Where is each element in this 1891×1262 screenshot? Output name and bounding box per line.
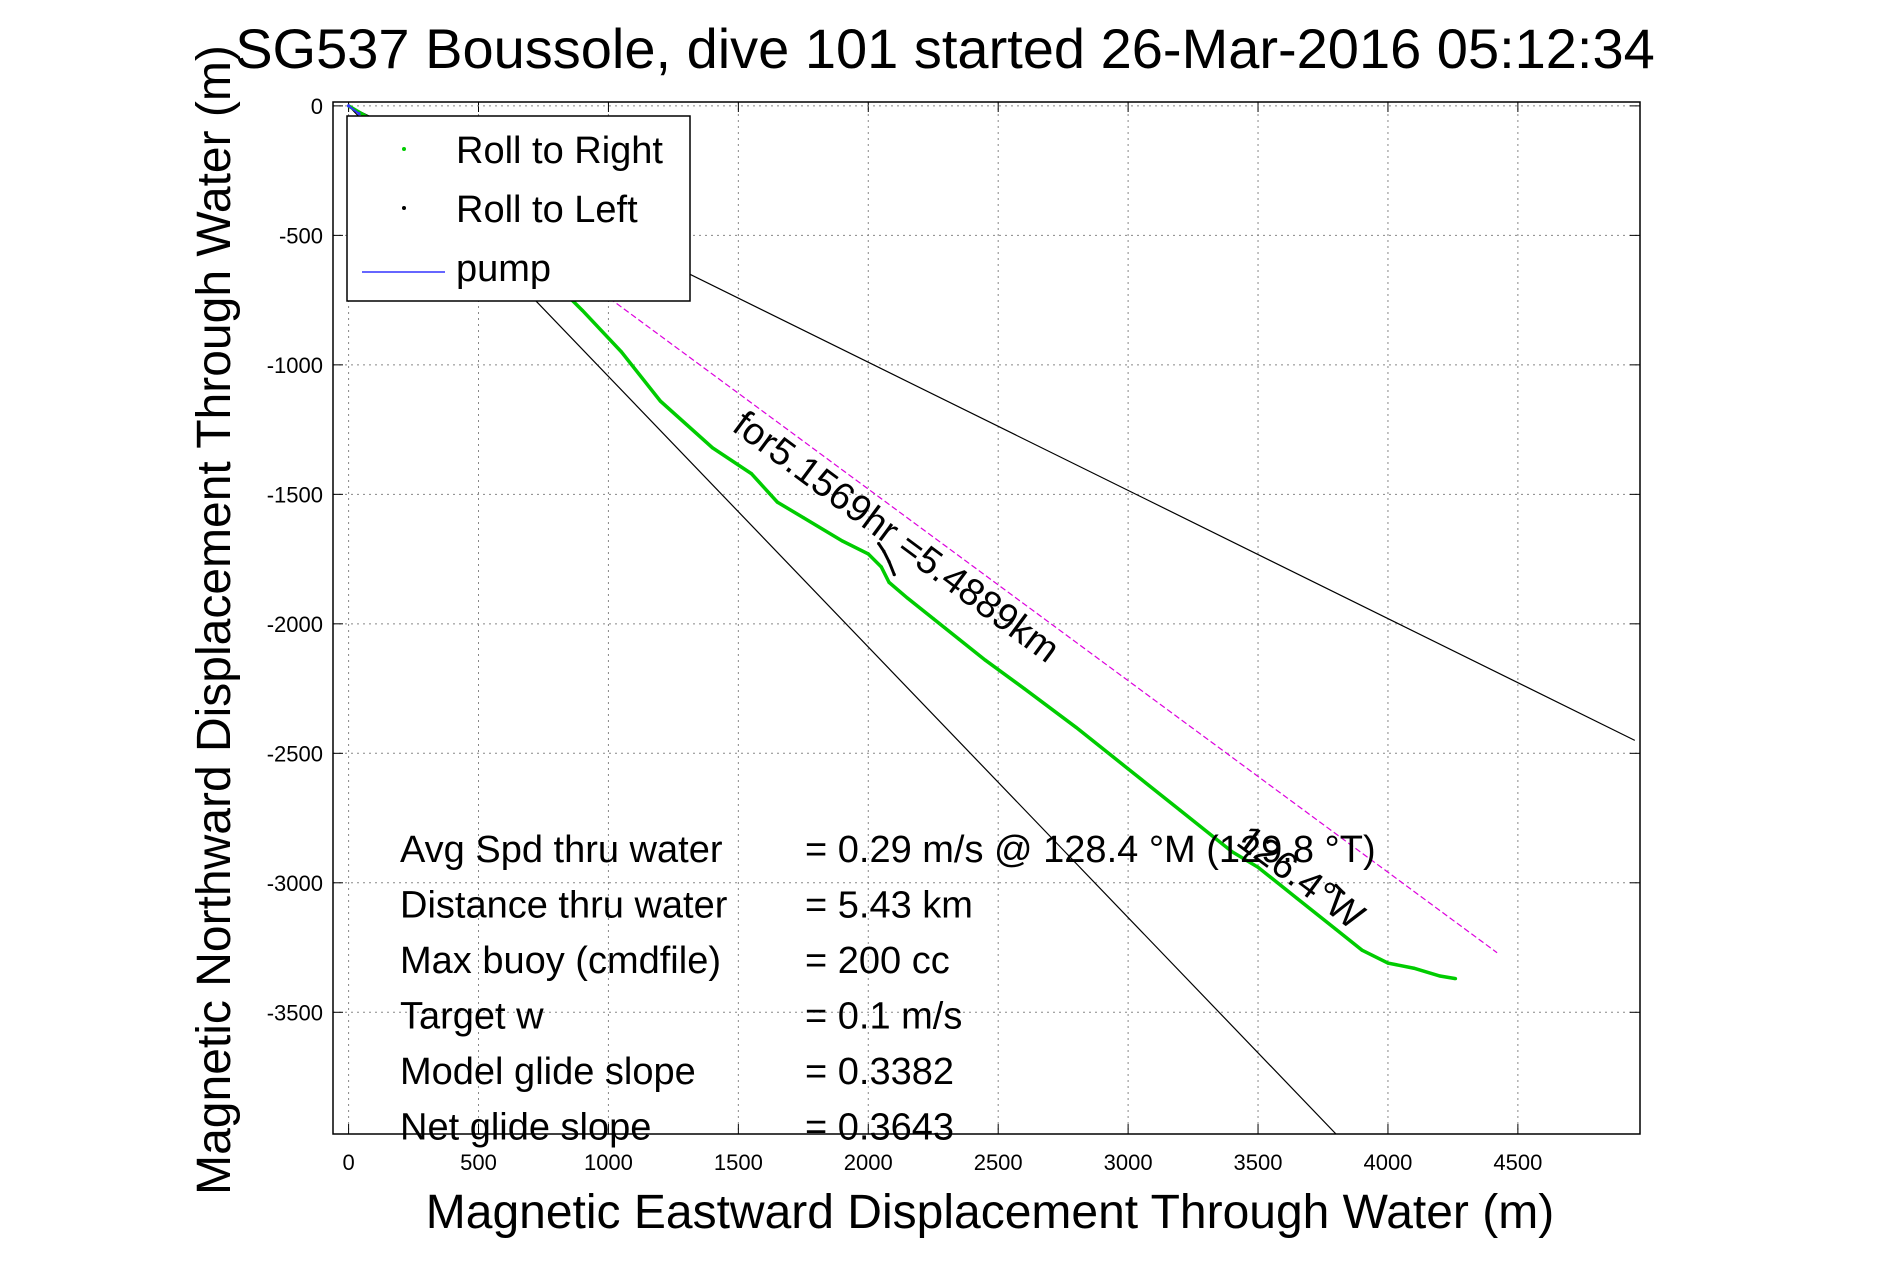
data-point-roll-to-left xyxy=(1342,891,1346,895)
stat-value: = 0.29 m/s @ 128.4 °M (129.8 °T) xyxy=(805,829,1376,871)
stat-value: = 0.1 m/s xyxy=(805,996,962,1038)
legend-label: Roll to Left xyxy=(456,189,638,231)
stats-block: Avg Spd thru water = 0.29 m/s @ 128.4 °M … xyxy=(400,829,1376,1149)
stat-label: Max buoy (cmdfile) xyxy=(400,940,721,982)
x-tick-label: 2000 xyxy=(844,1150,893,1175)
y-tick-labels: 0 -500 -1000 -1500 -2000 -2500 -3000 -3500 xyxy=(267,94,323,1025)
legend-swatch-dot xyxy=(402,147,406,151)
x-tick-label: 1500 xyxy=(714,1150,763,1175)
y-tick-label: -3000 xyxy=(267,871,323,896)
data-point-roll-to-right xyxy=(1453,977,1458,981)
data-point-pump xyxy=(346,104,351,108)
y-axis-label: Magnetic Northward Displacement Through … xyxy=(188,45,241,1195)
data-point-roll-to-left xyxy=(1334,883,1338,887)
data-point-roll-to-left xyxy=(882,549,886,553)
x-tick-label: 3500 xyxy=(1234,1150,1283,1175)
x-tick-label: 3000 xyxy=(1104,1150,1153,1175)
data-point-roll-to-right xyxy=(1022,686,1026,691)
y-tick-label: 0 xyxy=(311,94,323,119)
stat-value: = 0.3382 xyxy=(805,1051,954,1093)
x-tick-label: 2500 xyxy=(974,1150,1023,1175)
data-point-roll-to-right xyxy=(1334,927,1338,932)
data-point-roll-to-right xyxy=(1256,865,1260,869)
data-point-roll-to-right xyxy=(1230,850,1234,854)
x-tick-label: 500 xyxy=(460,1150,497,1175)
data-point-roll-to-left xyxy=(892,573,896,577)
stat-label: Distance thru water xyxy=(400,885,728,927)
legend-box xyxy=(346,115,691,302)
y-tick-label: -1500 xyxy=(267,482,323,507)
data-point-pump xyxy=(357,112,361,116)
data-point-roll-to-right xyxy=(905,596,909,600)
stat-label: Net glide slope xyxy=(400,1107,651,1149)
legend: Roll to Right Roll to Left pump xyxy=(346,115,691,302)
x-tick-label: 1000 xyxy=(584,1150,633,1175)
data-point-roll-to-right xyxy=(1386,961,1390,965)
stat-label: Avg Spd thru water xyxy=(400,829,723,871)
data-point-roll-to-right xyxy=(619,350,624,354)
data-point-roll-to-right xyxy=(1074,725,1078,730)
series-line-roll-to-left xyxy=(1334,884,1345,895)
stat-label: Model glide slope xyxy=(400,1051,696,1093)
data-point-roll-to-right xyxy=(749,472,753,476)
y-tick-label: -500 xyxy=(279,223,323,248)
stat-value: = 5.43 km xyxy=(805,885,973,927)
data-point-roll-to-right xyxy=(840,539,844,543)
stat-value: = 200 cc xyxy=(805,940,950,982)
data-point-roll-to-right xyxy=(775,500,779,504)
data-point-roll-to-right xyxy=(1412,966,1416,970)
x-tick-labels: 0 500 1000 1500 2000 2500 3000 3500 4000 4500 xyxy=(342,1150,1542,1175)
data-point-roll-to-right xyxy=(866,552,870,556)
data-point-roll-to-right xyxy=(801,516,805,520)
data-point-roll-to-right xyxy=(957,637,961,641)
data-point-roll-to-right xyxy=(658,399,662,403)
x-tick-label: 4500 xyxy=(1493,1150,1542,1175)
legend-swatch-dot xyxy=(402,206,406,210)
data-point-roll-to-right xyxy=(1360,948,1364,952)
chart-title: SG537 Boussole, dive 101 started 26-Mar-… xyxy=(235,17,1655,80)
stat-value: = 0.3643 xyxy=(805,1107,954,1149)
data-series xyxy=(346,104,1458,981)
legend-label: pump xyxy=(456,248,551,290)
data-point-roll-to-right xyxy=(1178,808,1182,812)
data-point-roll-to-right xyxy=(580,308,585,313)
y-tick-label: -3500 xyxy=(267,1000,323,1025)
data-point-roll-to-left xyxy=(877,541,881,546)
data-point-roll-to-right xyxy=(1295,896,1299,900)
y-tick-label: -2500 xyxy=(267,741,323,766)
series-line-roll-to-left xyxy=(877,542,896,576)
data-point-roll-to-right xyxy=(887,580,891,584)
data-point-roll-to-right xyxy=(1126,767,1130,771)
data-point-roll-to-left xyxy=(887,560,891,564)
x-tick-label: 0 xyxy=(342,1150,354,1175)
series-line-pump xyxy=(347,105,360,115)
x-tick-label: 4000 xyxy=(1363,1150,1412,1175)
data-point-roll-to-right xyxy=(879,565,883,569)
legend-label: Roll to Right xyxy=(456,130,663,172)
stat-label: Target w xyxy=(400,996,544,1038)
plot-frame xyxy=(332,101,1641,1135)
data-point-roll-to-right xyxy=(931,617,935,621)
x-axis-label: Magnetic Eastward Displacement Through W… xyxy=(426,1186,1554,1239)
data-point-roll-to-right xyxy=(1438,974,1442,978)
data-point-roll-to-right xyxy=(710,446,714,450)
y-tick-label: -2000 xyxy=(267,612,323,637)
data-point-roll-to-right xyxy=(983,658,987,662)
y-tick-label: -1000 xyxy=(267,353,323,378)
